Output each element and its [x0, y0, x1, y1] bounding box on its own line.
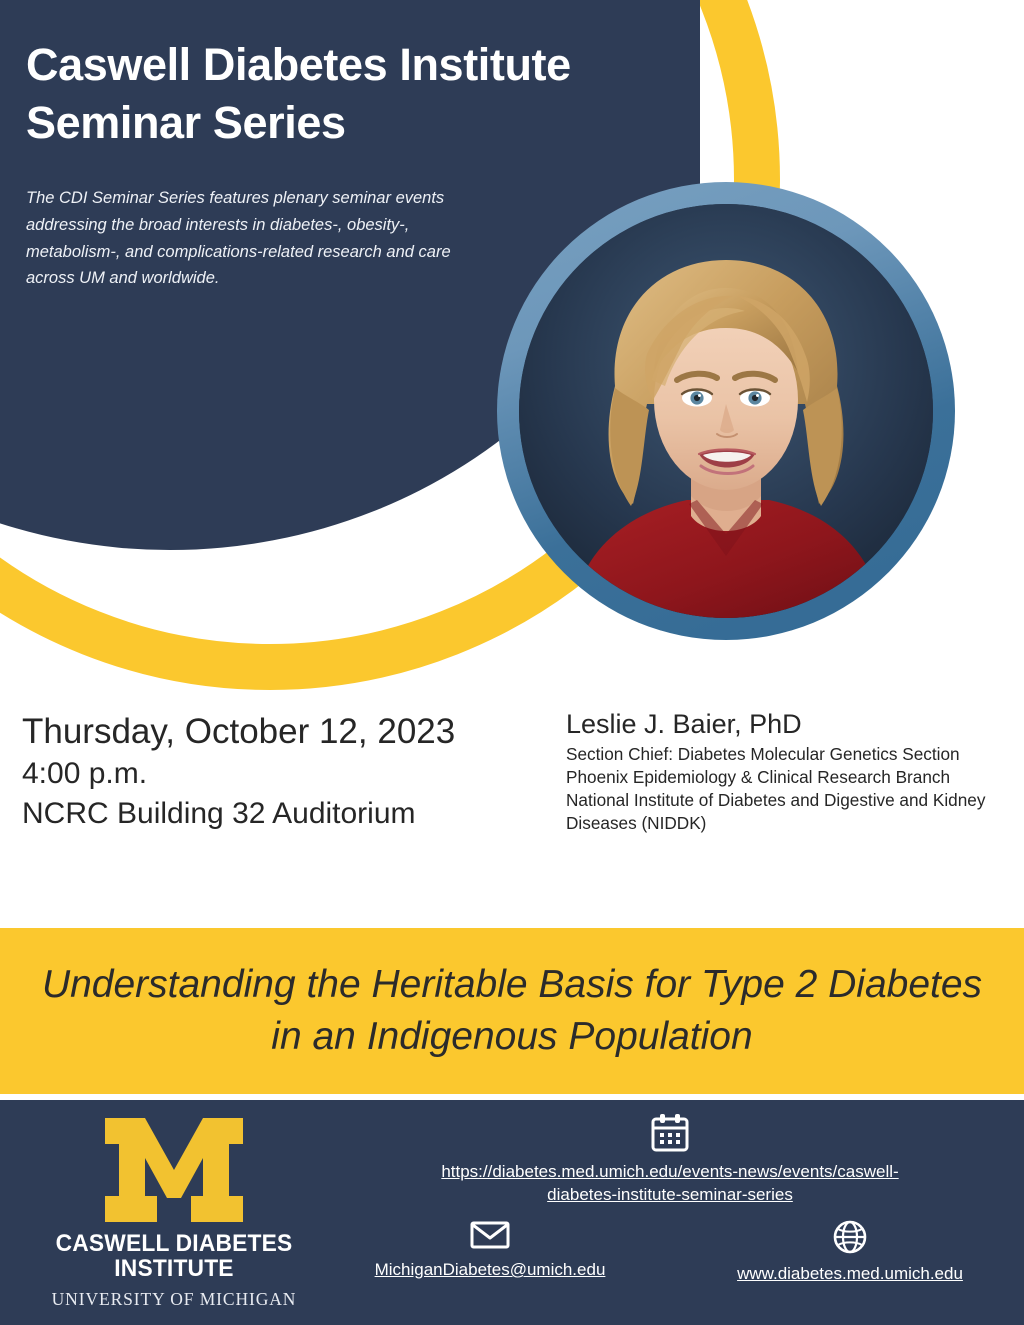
website-contact: www.diabetes.med.umich.edu — [690, 1220, 1010, 1285]
event-date: Thursday, October 12, 2023 — [22, 712, 456, 751]
speaker-affiliation-3: National Institute of Diabetes and Diges… — [566, 790, 986, 834]
page-title-line1: Caswell Diabetes Institute — [26, 39, 571, 90]
speaker-affiliation-2: Phoenix Epidemiology & Clinical Research… — [566, 767, 951, 788]
email-contact: MichiganDiabetes@umich.edu — [330, 1220, 650, 1281]
footer: CASWELL DIABETES INSTITUTE UNIVERSITY OF … — [0, 1100, 1024, 1325]
logo-institute-line1: CASWELL DIABETES — [55, 1230, 293, 1257]
footer-contacts: https://diabetes.med.umich.edu/events-ne… — [330, 1112, 1010, 1317]
caswell-institute-logo: CASWELL DIABETES INSTITUTE UNIVERSITY OF … — [24, 1114, 324, 1310]
speaker-info: Leslie J. Baier, PhD Section Chief: Diab… — [566, 708, 996, 835]
page-title: Caswell Diabetes Institute Seminar Series — [26, 36, 666, 151]
event-page-link[interactable]: https://diabetes.med.umich.edu/events-ne… — [441, 1162, 899, 1205]
event-location: NCRC Building 32 Auditorium — [22, 797, 416, 831]
event-page-row: https://diabetes.med.umich.edu/events-ne… — [330, 1112, 1010, 1207]
logo-institute-name: CASWELL DIABETES INSTITUTE — [35, 1231, 314, 1282]
page-title-line2: Seminar Series — [26, 96, 346, 148]
speaker-portrait-frame — [519, 204, 933, 618]
talk-title-banner: Understanding the Heritable Basis for Ty… — [0, 928, 1024, 1094]
series-description: The CDI Seminar Series features plenary … — [26, 189, 451, 288]
block-m-logo-icon — [105, 1118, 243, 1222]
title-block: Caswell Diabetes Institute Seminar Series… — [26, 36, 666, 292]
speaker-portrait-ring — [497, 182, 955, 640]
event-when-where: Thursday, October 12, 2023 4:00 p.m. NCR… — [22, 710, 552, 834]
calendar-icon — [651, 1114, 689, 1152]
globe-icon — [833, 1220, 867, 1254]
website-link[interactable]: www.diabetes.med.umich.edu — [737, 1264, 963, 1283]
logo-institute-line2: INSTITUTE — [114, 1255, 234, 1283]
navy-top-fill — [0, 0, 700, 240]
email-link[interactable]: MichiganDiabetes@umich.edu — [374, 1260, 606, 1279]
speaker-affiliation-1: Section Chief: Diabetes Molecular Geneti… — [566, 744, 960, 765]
speaker-name: Leslie J. Baier, PhD — [566, 709, 802, 739]
event-details: Thursday, October 12, 2023 4:00 p.m. NCR… — [0, 700, 1024, 928]
logo-university-name: UNIVERSITY OF MICHIGAN — [51, 1288, 297, 1309]
talk-title: Understanding the Heritable Basis for Ty… — [41, 963, 983, 1058]
event-time: 4:00 p.m. — [22, 757, 148, 791]
envelope-icon — [470, 1221, 510, 1249]
speaker-photo — [519, 204, 933, 618]
